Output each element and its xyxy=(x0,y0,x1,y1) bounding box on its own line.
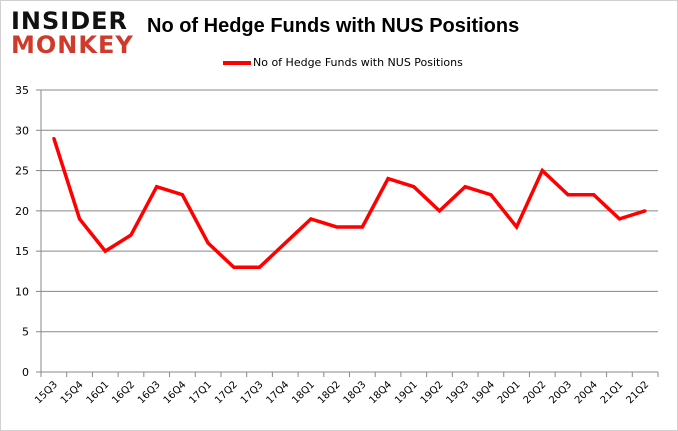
data-point xyxy=(180,193,184,197)
x-tick-label: 17Q3 xyxy=(239,379,266,406)
y-tick-label: 30 xyxy=(15,124,29,137)
legend-label: No of Hedge Funds with NUS Positions xyxy=(253,56,463,69)
data-point xyxy=(437,209,441,213)
y-tick-label: 35 xyxy=(15,84,29,97)
x-tick-label: 19Q1 xyxy=(393,379,420,406)
x-tick-label: 15Q4 xyxy=(59,379,86,406)
data-point xyxy=(283,241,287,245)
data-point xyxy=(103,249,107,253)
x-tick-label: 18Q4 xyxy=(367,379,394,406)
x-tick-label: 17Q4 xyxy=(265,379,292,406)
data-point xyxy=(592,193,596,197)
x-tick-label: 20Q1 xyxy=(496,379,523,406)
x-tick-label: 21Q2 xyxy=(624,379,651,406)
data-point xyxy=(566,193,570,197)
x-tick-label: 18Q2 xyxy=(316,379,343,406)
series-line xyxy=(52,137,646,270)
x-tick-label: 16Q2 xyxy=(110,379,137,406)
x-tick-label: 20Q2 xyxy=(522,379,549,406)
y-tick-label: 15 xyxy=(15,245,29,258)
legend: No of Hedge Funds with NUS Positions xyxy=(223,56,463,69)
x-tick-label: 20Q4 xyxy=(573,379,600,406)
data-point xyxy=(643,209,647,213)
x-tick-label: 19Q3 xyxy=(444,379,471,406)
data-point xyxy=(412,185,416,189)
x-tick-label: 17Q1 xyxy=(187,379,214,406)
data-point xyxy=(335,225,339,229)
insider-monkey-logo: INSIDER MONKEY xyxy=(11,9,134,57)
data-point xyxy=(540,169,544,173)
x-tick-label: 19Q4 xyxy=(470,379,497,406)
y-tick-label: 20 xyxy=(15,205,29,218)
data-point xyxy=(515,225,519,229)
data-point xyxy=(52,136,56,140)
logo-line2: MONKEY xyxy=(11,31,134,59)
y-tick-label: 25 xyxy=(15,165,29,178)
data-point xyxy=(386,177,390,181)
y-tick-label: 5 xyxy=(22,326,29,339)
data-point xyxy=(489,193,493,197)
x-tick-label: 18Q3 xyxy=(342,379,369,406)
data-point xyxy=(463,185,467,189)
x-tick-label: 16Q3 xyxy=(136,379,163,406)
data-point xyxy=(155,185,159,189)
x-tick-label: 16Q4 xyxy=(162,379,189,406)
data-point xyxy=(232,265,236,269)
y-tick-label: 0 xyxy=(22,366,29,379)
data-point xyxy=(129,233,133,237)
data-point xyxy=(78,217,82,221)
data-point xyxy=(309,217,313,221)
x-tick-label: 16Q1 xyxy=(85,379,112,406)
logo-line1: INSIDER xyxy=(11,7,129,35)
x-tick-label: 17Q2 xyxy=(213,379,240,406)
legend-swatch xyxy=(223,60,251,65)
data-point xyxy=(258,265,262,269)
data-point xyxy=(206,241,210,245)
x-tick-label: 15Q3 xyxy=(33,379,60,406)
x-tick-label: 21Q1 xyxy=(599,379,626,406)
data-point xyxy=(360,225,364,229)
x-tick-label: 20Q3 xyxy=(547,379,574,406)
chart-title: No of Hedge Funds with NUS Positions xyxy=(147,15,520,37)
x-tick-label: 19Q2 xyxy=(419,379,446,406)
data-point xyxy=(617,217,621,221)
y-tick-label: 10 xyxy=(15,285,29,298)
x-tick-label: 18Q1 xyxy=(290,379,317,406)
